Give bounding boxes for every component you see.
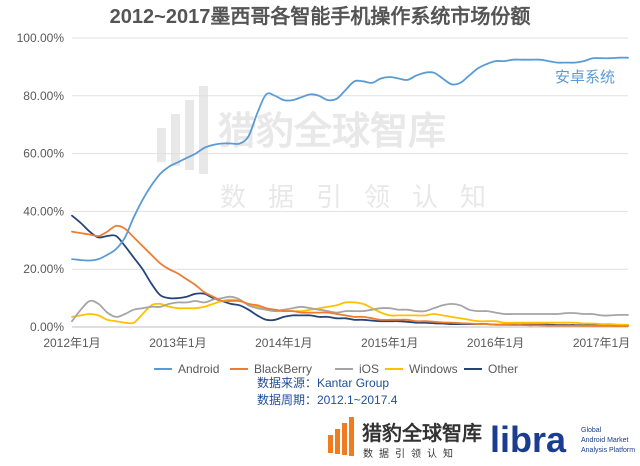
legend-label-windows: Windows <box>409 362 458 376</box>
chart-title: 2012~2017墨西哥各智能手机操作系统市场份额 <box>110 4 531 28</box>
series-line-windows <box>71 298 629 326</box>
x-axis-ticks: 2012年1月 2013年1月 2014年1月 2015年1月 2016年1月 2017年… <box>43 336 630 350</box>
brand-logo: 猎豹全球智库 数据引领认知 libra Global Android Marke… <box>328 417 635 460</box>
y-tick-label: 20.00% <box>23 262 64 276</box>
y-axis-ticks: 0.00% 20.00% 40.00% 60.00% 80.00% 100.00% <box>17 31 65 334</box>
watermark-sub: 数据引领认知 <box>220 182 508 212</box>
brand-tagline: 数据引领认知 <box>363 447 459 460</box>
x-tick-label: 2012年1月 <box>43 336 100 350</box>
libra-logo: libra <box>490 419 567 460</box>
watermark: 猎豹全球智库 数据引领认知 <box>157 86 508 212</box>
android-annotation: 安卓系统 <box>555 69 615 86</box>
legend-label-blackberry: BlackBerry <box>254 362 312 376</box>
legend-label-other: Other <box>488 362 518 376</box>
libra-line3: Analysis Platform <box>581 447 635 454</box>
y-tick-label: 60.00% <box>23 147 64 161</box>
legend: Android BlackBerry iOS Windows Other <box>154 362 518 376</box>
brand-bars-icon <box>328 417 354 456</box>
y-tick-label: 80.00% <box>23 89 64 103</box>
brand-name: 猎豹全球智库 <box>362 421 482 445</box>
series-line-other <box>71 214 629 327</box>
y-tick-label: 0.00% <box>30 320 64 334</box>
gridlines <box>72 37 628 328</box>
x-tick-label: 2016年1月 <box>467 336 524 350</box>
watermark-main: 猎豹全球智库 <box>218 110 446 153</box>
libra-line2: Android Market <box>581 437 629 444</box>
x-tick-label: 2015年1月 <box>361 336 418 350</box>
source-note: 数据来源：Kantar Group <box>257 375 389 390</box>
legend-label-android: Android <box>178 362 219 376</box>
series-line-android <box>71 56 629 262</box>
series-lines <box>71 56 629 328</box>
y-tick-label: 100.00% <box>17 31 65 45</box>
series-line-ios <box>71 295 629 323</box>
legend-label-ios: iOS <box>359 362 379 376</box>
series-line-blackberry <box>71 224 629 328</box>
x-tick-label: 2014年1月 <box>255 336 312 350</box>
x-tick-label: 2017年1月 <box>573 336 630 350</box>
period-note: 数据周期：2012.1~2017.4 <box>257 392 398 407</box>
watermark-logo <box>157 86 208 174</box>
y-tick-label: 40.00% <box>23 204 64 218</box>
libra-line1: Global <box>581 427 602 434</box>
x-tick-label: 2013年1月 <box>149 336 206 350</box>
